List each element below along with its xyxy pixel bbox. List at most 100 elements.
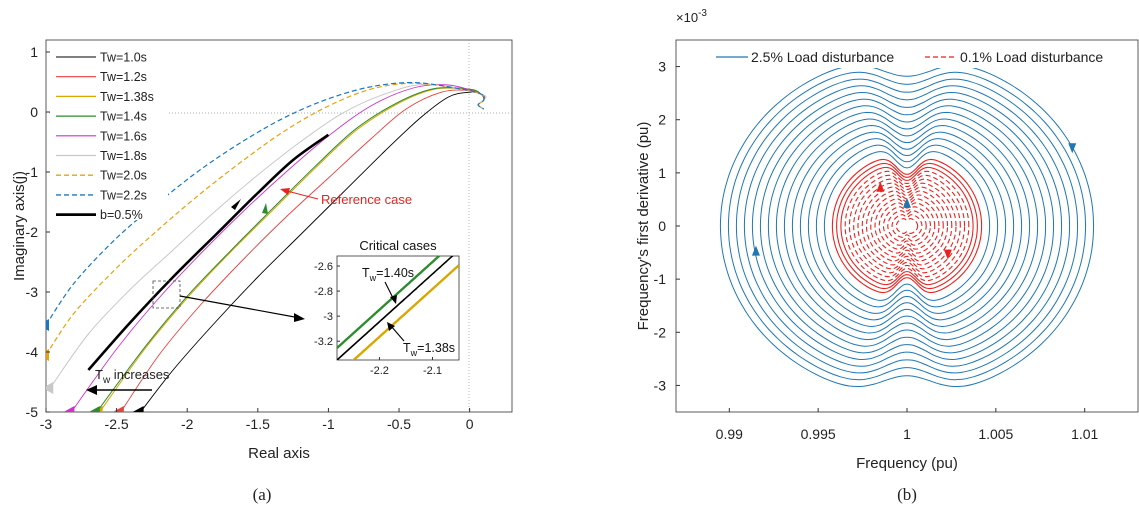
series-start-marker-3 [88, 406, 100, 412]
chart-b-exponent: ×10-3 [676, 8, 707, 25]
a-ytick-label: 0 [30, 104, 38, 120]
a-xtick-label: -2 [181, 416, 194, 432]
chart-b-ylabel: Frequency's first derivative (pu) [635, 122, 652, 331]
b-ytick-label: -2 [654, 324, 667, 340]
chart-b: 0.99 0.995 1 1.005 1.01 3 2 1 0 -1 -2 -3 ×10-3 Fre… [635, 8, 1139, 504]
b-blue-orbit [783, 118, 1031, 334]
chart-b-axes-frame [675, 39, 1139, 413]
b-red-orbit [882, 206, 932, 246]
b-blue-orbit [807, 138, 1007, 314]
series-line-8 [87, 133, 330, 371]
b-red-orbit [853, 178, 961, 274]
b-red-orbit [891, 214, 923, 238]
a-ytick-label: -3 [26, 284, 39, 300]
b-red-orbit [848, 174, 966, 278]
a-legend-label: Tw=2.0s [100, 169, 147, 183]
a-ytick-label: -5 [26, 404, 39, 420]
b-blue-orbit [759, 98, 1055, 354]
direction-arrow-green [262, 203, 268, 214]
b-ytick-label: 3 [658, 59, 666, 75]
b-blue-orbit [799, 131, 1015, 321]
inset-line-2 [337, 256, 454, 360]
inset-title: Critical cases [359, 238, 437, 253]
b-red-orbit [840, 166, 974, 286]
b-red-orbit [895, 218, 919, 234]
a-xtick-label: 0 [466, 416, 474, 432]
zoom-box [152, 280, 181, 309]
chart-a: -3 -2.5 -2 -1.5 -1 -0.5 0 1 0 -1 -2 -3 -4 -5 Real ax… [11, 39, 513, 504]
chart-a-caption: (a) [253, 485, 272, 504]
b-red-orbit [865, 190, 949, 262]
inset-ytick-label: -3.2 [314, 336, 333, 348]
inset-ytick-label: -2.6 [314, 261, 333, 273]
inset-xtick-label: -2.2 [370, 365, 389, 377]
b-blue-orbit [791, 124, 1023, 328]
a-legend-label: Tw=2.2s [100, 188, 147, 202]
b-ytick-label: -1 [654, 271, 667, 287]
inset-arrowhead-140 [390, 295, 397, 304]
a-legend-label: Tw=1.2s [100, 70, 147, 84]
series-start-marker-7 [46, 319, 49, 331]
chart-b-caption: (b) [897, 485, 917, 504]
b-blue-orbit [815, 144, 999, 308]
a-legend-label: Tw=1.8s [100, 149, 147, 163]
a-ytick-label: -2 [26, 224, 39, 240]
a-legend-label: Tw=1.0s [100, 51, 147, 65]
b-blue-orbit [775, 111, 1039, 341]
a-xtick-label: -2.5 [105, 416, 129, 432]
series-start-marker-1 [112, 406, 124, 412]
series-start-marker-5 [46, 382, 54, 394]
inset-ytick-label: -3 [323, 311, 333, 323]
b-legend-label: 0.1% Load disturbance [960, 49, 1103, 65]
tw-increases-label: Tw increases [95, 367, 170, 386]
a-legend-label: b=0.5% [100, 208, 143, 222]
zoom-arrow [179, 295, 301, 319]
b-red-orbit [861, 186, 953, 266]
b-red-orbit [878, 202, 936, 250]
zoom-arrowhead [294, 313, 305, 322]
series-start-marker-0 [132, 406, 144, 412]
a-xtick-label: -0.5 [387, 416, 411, 432]
b-red-orbit [857, 182, 957, 270]
b-ytick-label: -3 [654, 377, 667, 393]
a-ytick-label: 1 [30, 44, 38, 60]
b-flow-arrow [1068, 143, 1077, 154]
b-blue-orbit [823, 151, 991, 301]
a-xtick-label: -1 [322, 416, 335, 432]
series-start-marker-6 [46, 349, 49, 361]
b-blue-orbit [719, 64, 1095, 388]
a-ytick-label: -4 [26, 344, 39, 360]
series-line-7 [46, 81, 485, 326]
direction-arrow-b05 [231, 199, 241, 210]
b-xtick-label: 1.005 [978, 426, 1013, 442]
tw-increases-arrowhead [86, 385, 97, 395]
inset-ytick-label: -2.8 [314, 286, 333, 298]
b-red-orbit [887, 210, 927, 242]
chart-a-ylabel: Imaginary axis(j) [11, 171, 28, 281]
inset-plot: Critical cases -2.2 -2.1 -2.6 -2.8 -3 -3.2 Tw… [314, 238, 460, 377]
inset-arrowhead-138 [387, 322, 395, 331]
b-xtick-label: 1 [903, 426, 911, 442]
chart-b-xlabel: Frequency (pu) [856, 455, 958, 472]
b-xtick-label: 1.01 [1071, 426, 1098, 442]
a-legend-box [50, 44, 168, 220]
reference-arrowhead [280, 188, 290, 195]
b-blue-orbit [767, 105, 1047, 347]
b-red-orbit [836, 162, 978, 290]
reference-case-label: Reference case [321, 192, 412, 207]
b-legend-box [710, 46, 1134, 68]
a-xtick-label: -3 [40, 416, 53, 432]
chart-a-xlabel: Real axis [248, 445, 310, 462]
b-ytick-label: 0 [658, 218, 666, 234]
a-legend-label: Tw=1.4s [100, 110, 147, 124]
b-legend-label: 2.5% Load disturbance [751, 49, 894, 65]
inset-line-0 [351, 264, 459, 360]
b-red-orbit [874, 198, 940, 254]
inset-line-1 [337, 256, 441, 349]
b-xtick-label: 0.995 [801, 426, 836, 442]
b-ytick-label: 2 [658, 112, 666, 128]
a-xtick-label: -1.5 [246, 416, 270, 432]
b-red-orbit [831, 158, 983, 294]
b-flow-arrow [943, 249, 952, 260]
inset-label-140: Tw=1.40s [362, 266, 414, 283]
